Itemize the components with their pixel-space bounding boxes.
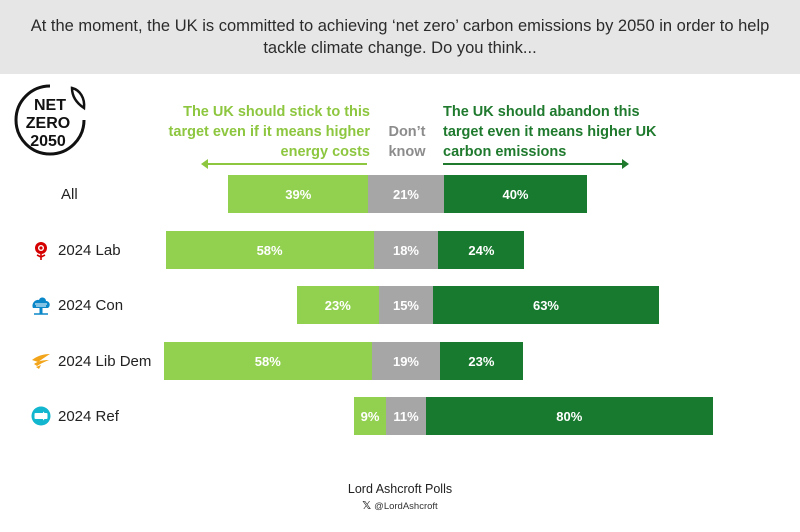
bar-abandon: 80% xyxy=(425,397,713,435)
data-label: 24% xyxy=(468,242,495,258)
data-label: 63% xyxy=(532,297,559,313)
data-label: 58% xyxy=(254,353,281,369)
abandon-arrow-icon xyxy=(443,159,629,169)
source-title: Lord Ashcroft Polls xyxy=(347,482,453,496)
stick-arrow-icon xyxy=(201,159,367,169)
row-label: All xyxy=(30,175,211,213)
libdem-bird-icon xyxy=(30,350,52,372)
bar-dont-know: 11% xyxy=(386,397,426,435)
row-label: 2024 Lab xyxy=(30,231,180,269)
data-label: 23% xyxy=(324,297,351,313)
x-logo-icon: 𝕏 xyxy=(362,500,372,512)
bar-abandon: 63% xyxy=(432,286,660,324)
bar-abandon: 23% xyxy=(440,342,523,380)
logo-leaf-icon xyxy=(70,86,86,111)
data-label: 9% xyxy=(360,408,380,424)
row-label-text: 2024 Lab xyxy=(58,241,121,259)
source-handle: @LordAshcroft xyxy=(374,501,438,512)
bar-abandon: 40% xyxy=(443,175,588,213)
row-label: 2024 Ref xyxy=(30,397,180,435)
data-label: 11% xyxy=(393,408,419,424)
logo-line2: ZERO xyxy=(26,115,70,132)
row-label-text: All xyxy=(61,185,78,203)
data-label: 19% xyxy=(392,353,419,369)
bar-stick: 58% xyxy=(165,231,374,269)
data-label: 21% xyxy=(392,186,419,202)
row-label-text: 2024 Con xyxy=(58,296,124,314)
row-label-text: 2024 Lib Dem xyxy=(58,352,152,370)
bar-stick: 58% xyxy=(163,342,372,380)
data-label: 23% xyxy=(468,353,495,369)
bar-dont-know: 15% xyxy=(379,286,433,324)
abandon-heading: The UK should abandon this target even i… xyxy=(443,104,657,160)
logo-ring xyxy=(14,84,86,156)
bar-abandon: 24% xyxy=(438,231,525,269)
net-zero-2050-logo: NET ZERO 2050 xyxy=(14,84,86,156)
row-label: 2024 Con xyxy=(30,286,180,324)
source-handle-line: 𝕏 @LordAshcroft xyxy=(0,499,800,512)
data-label: 80% xyxy=(556,408,583,424)
reform-arrow-icon xyxy=(30,405,52,427)
bar-stick: 9% xyxy=(353,397,387,435)
dont-know-heading: Don’t know xyxy=(388,124,426,160)
row-label-text: 2024 Ref xyxy=(58,407,119,425)
conservative-tree-icon xyxy=(30,294,52,316)
logo-line1: NET xyxy=(34,97,66,114)
data-label: 15% xyxy=(392,297,419,313)
logo-line3: 2050 xyxy=(30,133,66,150)
question-text: At the moment, the UK is committed to ac… xyxy=(30,17,770,57)
bar-dont-know: 18% xyxy=(373,231,439,269)
question-banner: At the moment, the UK is committed to ac… xyxy=(0,0,800,74)
data-label: 18% xyxy=(392,242,419,258)
bar-stick: 23% xyxy=(296,286,380,324)
bar-stick: 39% xyxy=(228,175,369,213)
labour-rose-icon xyxy=(30,239,52,261)
data-label: 40% xyxy=(502,186,529,202)
row-label: 2024 Lib Dem xyxy=(30,342,180,380)
data-label: 39% xyxy=(285,186,312,202)
bar-dont-know: 21% xyxy=(368,175,444,213)
data-label: 58% xyxy=(256,242,283,258)
bar-dont-know: 19% xyxy=(371,342,441,380)
stick-heading: The UK should stick to this target even … xyxy=(168,104,370,160)
